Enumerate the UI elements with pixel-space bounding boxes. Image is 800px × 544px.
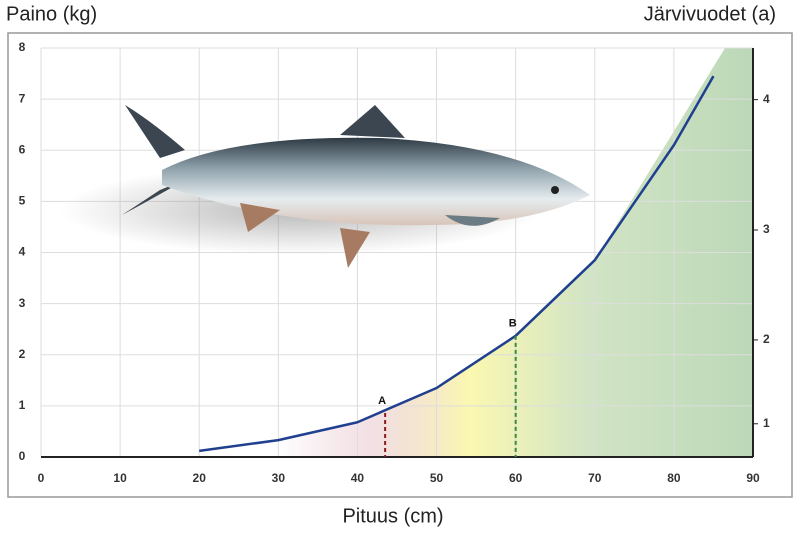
y-tick-label: 3 bbox=[19, 296, 26, 310]
x-tick-label: 90 bbox=[746, 471, 760, 485]
marker-label: B bbox=[509, 318, 517, 330]
x-tick-label: 10 bbox=[113, 471, 127, 485]
x-tick-label: 20 bbox=[193, 471, 207, 485]
y-tick-label: 8 bbox=[19, 40, 26, 54]
x-tick-label: 70 bbox=[588, 471, 602, 485]
x-tick-label: 50 bbox=[430, 471, 444, 485]
x-tick-label: 30 bbox=[272, 471, 286, 485]
y2-tick-label: 3 bbox=[763, 222, 770, 236]
y-tick-label: 6 bbox=[19, 142, 26, 156]
x-tick-label: 60 bbox=[509, 471, 523, 485]
y-tick-label: 4 bbox=[19, 245, 26, 259]
y-tick-label: 7 bbox=[19, 91, 26, 105]
line-series bbox=[199, 75, 715, 453]
y-tick-label: 5 bbox=[19, 194, 26, 208]
x-tick-label: 0 bbox=[38, 471, 45, 485]
x-tick-label: 80 bbox=[667, 471, 681, 485]
x-tick-label: 40 bbox=[351, 471, 365, 485]
y2-tick-label: 1 bbox=[763, 416, 770, 430]
y-tick-label: 1 bbox=[19, 398, 26, 412]
y2-axis-title: Järvivuodet (a) bbox=[644, 3, 776, 25]
y2-tick-label: 4 bbox=[763, 92, 770, 106]
fish-illustration bbox=[60, 105, 590, 268]
y2-tick-label: 2 bbox=[763, 332, 770, 346]
x-axis-title: Pituus (cm) bbox=[342, 505, 443, 527]
y-tick-label: 0 bbox=[19, 449, 26, 463]
y-tick-label: 2 bbox=[19, 347, 26, 361]
y-axis-title: Paino (kg) bbox=[6, 3, 97, 25]
marker-label: A bbox=[378, 395, 386, 407]
